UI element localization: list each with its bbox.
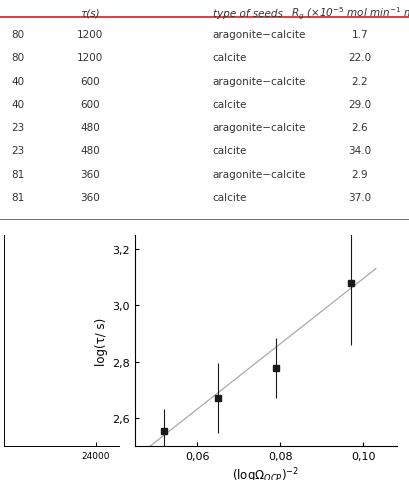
Text: 1.7: 1.7 — [352, 30, 368, 40]
Text: 23: 23 — [11, 123, 25, 133]
Text: 34.0: 34.0 — [348, 146, 371, 156]
Text: 40: 40 — [11, 76, 25, 86]
Text: 2.9: 2.9 — [352, 169, 368, 180]
Text: 29.0: 29.0 — [348, 99, 371, 109]
Y-axis label: log(τ/ s): log(τ/ s) — [95, 317, 108, 365]
Text: 480: 480 — [80, 123, 100, 133]
Text: calcite: calcite — [213, 99, 247, 109]
Text: calcite: calcite — [213, 192, 247, 203]
Text: 40: 40 — [11, 99, 25, 109]
Text: aragonite−calcite: aragonite−calcite — [213, 169, 306, 180]
Text: type of seeds: type of seeds — [213, 9, 283, 19]
Text: 360: 360 — [80, 169, 100, 180]
X-axis label: (logΩ$_{OCP}$)$^{-2}$: (logΩ$_{OCP}$)$^{-2}$ — [232, 466, 299, 480]
Text: aragonite−calcite: aragonite−calcite — [213, 76, 306, 86]
Text: 600: 600 — [80, 99, 100, 109]
Text: 80: 80 — [11, 53, 25, 63]
Text: 1200: 1200 — [77, 53, 103, 63]
Text: 2.2: 2.2 — [352, 76, 368, 86]
Text: calcite: calcite — [213, 53, 247, 63]
Text: 2.6: 2.6 — [352, 123, 368, 133]
Text: calcite: calcite — [213, 146, 247, 156]
Text: 600: 600 — [80, 76, 100, 86]
Text: aragonite−calcite: aragonite−calcite — [213, 123, 306, 133]
Text: aragonite−calcite: aragonite−calcite — [213, 30, 306, 40]
Text: τ(s): τ(s) — [80, 9, 100, 19]
Text: 81: 81 — [11, 169, 25, 180]
Text: 23: 23 — [11, 146, 25, 156]
Text: 81: 81 — [11, 192, 25, 203]
Text: 22.0: 22.0 — [348, 53, 371, 63]
Text: R$_g$ (×10$^{-5}$ mol min$^{-1}$ m$^{-2}$): R$_g$ (×10$^{-5}$ mol min$^{-1}$ m$^{-2}… — [290, 6, 409, 22]
Text: 360: 360 — [80, 192, 100, 203]
Text: 1200: 1200 — [77, 30, 103, 40]
Text: 80: 80 — [11, 30, 25, 40]
Text: 480: 480 — [80, 146, 100, 156]
Text: 37.0: 37.0 — [348, 192, 371, 203]
